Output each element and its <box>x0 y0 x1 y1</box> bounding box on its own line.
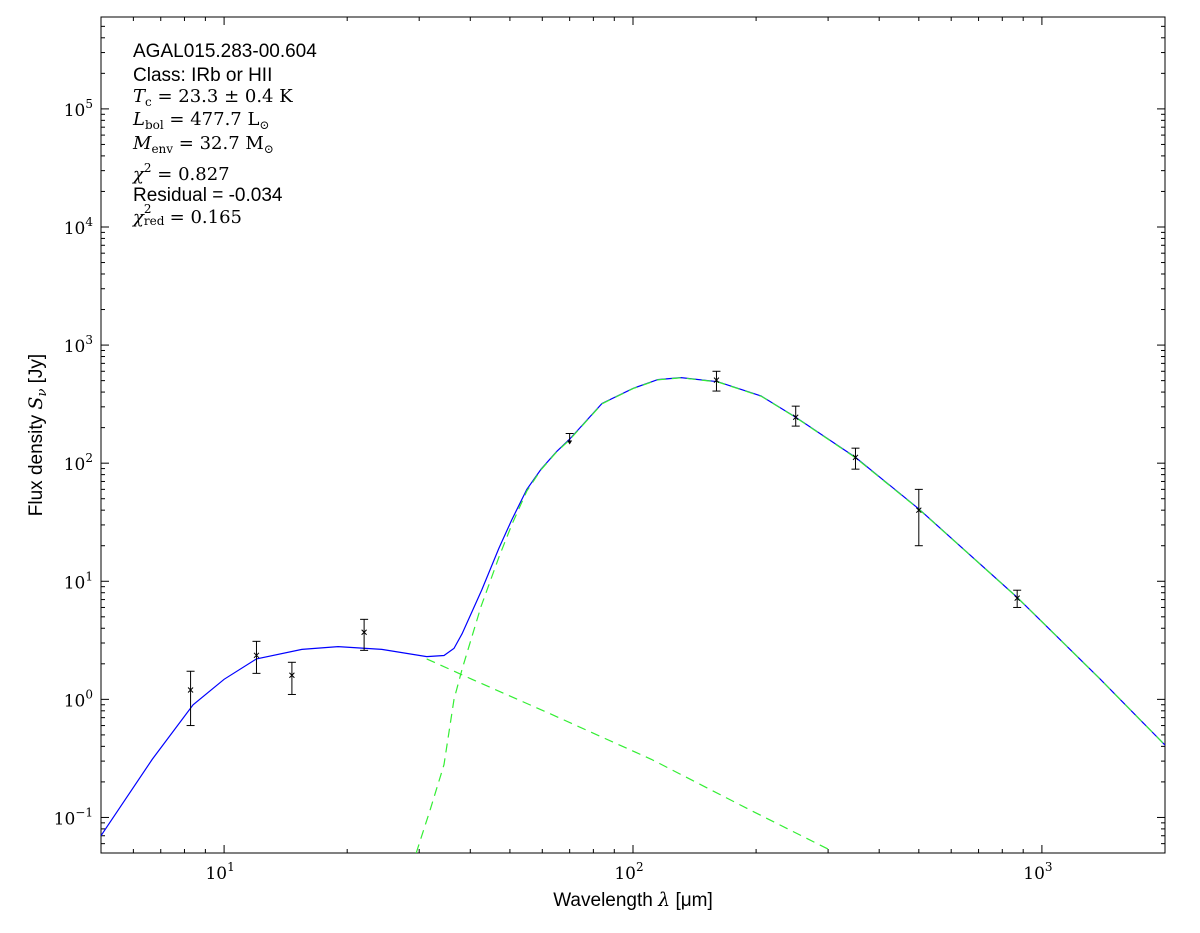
data-point-marker <box>792 414 799 421</box>
data-point-marker <box>289 672 295 679</box>
y-tick-label: 104 <box>64 215 94 239</box>
annotation-tc: Tc = 23.3 ± 0.4 K <box>133 86 293 109</box>
y-tick-label: 105 <box>64 97 93 121</box>
data-point-marker <box>915 507 922 514</box>
upper-limit-arrow <box>567 440 573 445</box>
x-tick-label: 101 <box>205 860 234 884</box>
warm-component-line <box>426 658 829 850</box>
x-axis-label: Wavelength λ [μm] <box>553 889 713 911</box>
data-points <box>186 370 1022 727</box>
model-curves <box>101 376 1165 853</box>
y-tick-label: 102 <box>64 451 93 475</box>
data-point-marker <box>713 377 720 383</box>
axis-ticks: 101 102 103 10−1 100 101 102 103 104 105 <box>54 16 1166 884</box>
y-tick-label: 101 <box>64 569 93 593</box>
y-tick-label: 100 <box>64 687 93 711</box>
data-point-marker <box>187 687 194 693</box>
x-tick-label: 103 <box>1023 860 1052 884</box>
y-tick-label: 103 <box>64 333 93 357</box>
annotation-menv: Menv = 32.7 M⊙ <box>133 133 274 156</box>
total-model-line <box>101 376 1165 837</box>
data-point-marker <box>361 629 367 636</box>
data-point-marker <box>1014 595 1021 601</box>
y-axis-label: Flux density Sν [Jy] <box>25 354 50 516</box>
source-name: AGAL015.283-00.604 <box>133 41 317 62</box>
y-tick-label: 10−1 <box>54 805 93 829</box>
annotation-chi2: χ2 = 0.827 <box>133 161 230 185</box>
annotation-lbol: Lbol = 477.7 L⊙ <box>133 109 270 132</box>
x-tick-label: 102 <box>614 860 643 884</box>
cold-component-line <box>415 377 1165 853</box>
data-point-marker <box>253 652 260 659</box>
data-point-marker <box>852 454 859 461</box>
source-class: Class: IRb or HII <box>133 65 273 86</box>
annotation-residual: Residual = -0.034 <box>133 185 283 206</box>
annotation-chi2-red: χ 2 red = 0.165 <box>133 202 242 228</box>
